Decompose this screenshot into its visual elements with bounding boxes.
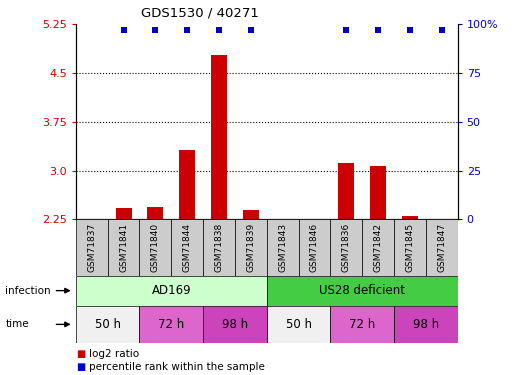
Bar [203, 219, 235, 276]
Text: 98 h: 98 h [222, 318, 248, 331]
Bar [370, 166, 386, 219]
Text: log2 ratio: log2 ratio [89, 350, 139, 359]
Text: GSM71843: GSM71843 [278, 223, 287, 272]
Text: GSM71844: GSM71844 [183, 223, 192, 272]
Text: GSM71842: GSM71842 [373, 223, 383, 272]
Bar [267, 276, 458, 306]
Text: time: time [5, 320, 29, 329]
Bar [203, 306, 267, 343]
Text: GSM71836: GSM71836 [342, 223, 351, 272]
Bar [394, 219, 426, 276]
Bar [243, 210, 259, 219]
Text: percentile rank within the sample: percentile rank within the sample [89, 362, 265, 372]
Text: GDS1530 / 40271: GDS1530 / 40271 [141, 7, 259, 20]
Bar [179, 150, 195, 219]
Bar [299, 219, 331, 276]
Text: 98 h: 98 h [413, 318, 439, 331]
Text: GSM71838: GSM71838 [214, 223, 223, 272]
Text: 50 h: 50 h [286, 318, 312, 331]
Bar [76, 276, 267, 306]
Bar [116, 209, 131, 219]
Text: GSM71841: GSM71841 [119, 223, 128, 272]
Text: GSM71839: GSM71839 [246, 223, 255, 272]
Bar [267, 306, 331, 343]
Text: GSM71845: GSM71845 [405, 223, 414, 272]
Bar [331, 306, 394, 343]
Bar [76, 219, 108, 276]
Text: 72 h: 72 h [349, 318, 376, 331]
Bar [172, 219, 203, 276]
Text: infection: infection [5, 286, 51, 296]
Text: 72 h: 72 h [158, 318, 185, 331]
Bar [108, 219, 140, 276]
Text: ■: ■ [76, 350, 85, 359]
Bar [394, 306, 458, 343]
Bar [211, 55, 227, 219]
Bar [140, 219, 172, 276]
Bar [267, 219, 299, 276]
Text: GSM71846: GSM71846 [310, 223, 319, 272]
Bar [362, 219, 394, 276]
Text: GSM71840: GSM71840 [151, 223, 160, 272]
Bar [402, 216, 418, 219]
Bar [331, 219, 362, 276]
Text: AD169: AD169 [152, 284, 191, 297]
Text: ■: ■ [76, 362, 85, 372]
Bar [147, 207, 163, 219]
Bar [76, 306, 140, 343]
Bar [426, 219, 458, 276]
Text: 50 h: 50 h [95, 318, 121, 331]
Text: US28 deficient: US28 deficient [319, 284, 405, 297]
Text: GSM71837: GSM71837 [87, 223, 96, 272]
Bar [235, 219, 267, 276]
Bar [140, 306, 203, 343]
Text: GSM71847: GSM71847 [437, 223, 446, 272]
Bar [338, 163, 354, 219]
